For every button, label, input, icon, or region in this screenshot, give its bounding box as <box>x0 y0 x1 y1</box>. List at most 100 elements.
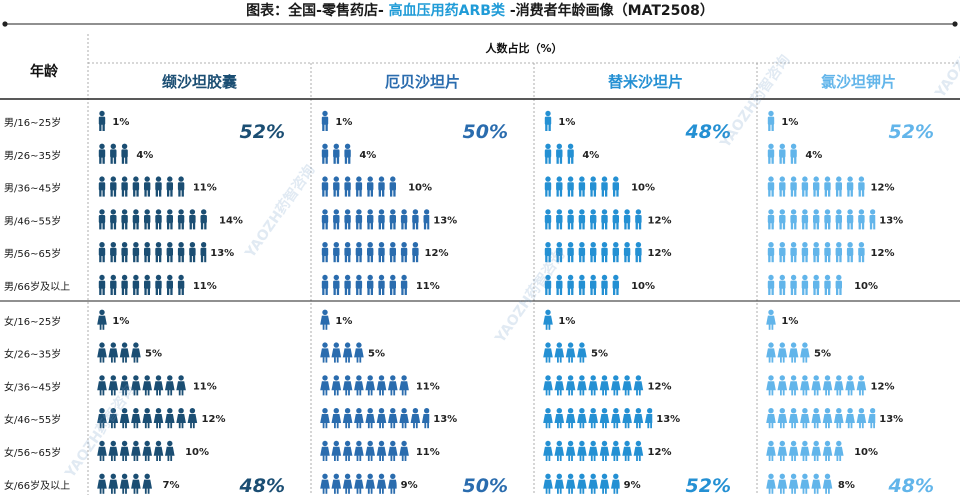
pictograph-bar <box>321 274 408 295</box>
male-person-icon <box>601 274 608 295</box>
female-person-icon <box>142 408 152 429</box>
male-person-icon <box>590 209 597 230</box>
female-person-icon <box>365 440 375 461</box>
pictograph-bar <box>766 342 810 363</box>
female-person-icon <box>342 375 353 396</box>
female-person-icon <box>565 473 576 494</box>
male-person-icon <box>321 143 329 164</box>
male-person-icon <box>846 176 854 197</box>
male-person-icon <box>166 176 173 197</box>
male-person-icon <box>144 242 151 263</box>
female-person-icon <box>543 342 553 363</box>
row-label: 男/36~45岁 <box>4 182 61 195</box>
male-person-icon <box>321 209 329 230</box>
partial-person-icon <box>611 473 620 494</box>
partial-person-icon <box>858 242 865 263</box>
female-person-icon <box>811 408 821 429</box>
data-label: 11% <box>416 281 440 292</box>
male-person-icon <box>321 242 329 263</box>
partial-person-icon <box>856 375 867 396</box>
female-person-icon <box>822 473 833 494</box>
series-header: 替米沙坦片 <box>608 73 683 91</box>
male-person-icon <box>578 242 586 263</box>
female-person-icon <box>777 473 788 494</box>
male-person-icon <box>790 143 797 164</box>
female-person-icon <box>611 408 621 429</box>
female-person-icon <box>766 440 776 461</box>
pictograph-bar <box>766 473 833 494</box>
male-person-icon <box>132 176 140 197</box>
male-person-icon <box>110 242 117 263</box>
data-label: 5% <box>814 349 831 360</box>
pictograph-bar <box>766 375 867 396</box>
female-person-icon <box>142 473 152 494</box>
male-person-icon <box>389 176 396 197</box>
pictograph-bar <box>767 242 865 263</box>
female-person-icon <box>108 342 119 363</box>
female-person-icon <box>800 440 810 461</box>
male-person-icon <box>166 242 173 263</box>
male-person-icon <box>635 242 642 263</box>
row-label: 女/66岁及以上 <box>4 479 70 492</box>
male-person-icon <box>189 242 196 263</box>
female-person-icon <box>331 342 342 363</box>
female-person-icon <box>788 440 799 461</box>
male-person-icon <box>544 209 552 230</box>
female-person-icon <box>565 342 576 363</box>
female-person-icon <box>822 440 833 461</box>
female-person-icon <box>119 342 130 363</box>
partial-person-icon <box>635 242 642 263</box>
pictograph-bar <box>98 110 106 131</box>
male-person-icon <box>155 209 162 230</box>
female-person-icon <box>766 309 776 330</box>
pictograph-bar <box>766 309 776 330</box>
male-person-icon <box>567 143 574 164</box>
pictograph-bar <box>97 375 186 396</box>
data-label: 13% <box>656 414 680 425</box>
male-person-icon <box>567 209 574 230</box>
pictograph-bar <box>321 176 396 197</box>
male-person-icon <box>321 110 329 131</box>
female-person-icon <box>577 342 587 363</box>
female-person-icon <box>108 375 119 396</box>
male-person-icon <box>813 176 820 197</box>
male-person-icon <box>355 274 363 295</box>
male-person-icon <box>355 242 363 263</box>
female-person-icon <box>365 408 375 429</box>
female-total-label: 48% <box>239 475 285 495</box>
female-person-icon <box>97 408 107 429</box>
female-person-icon <box>342 342 353 363</box>
female-person-icon <box>611 375 621 396</box>
female-person-icon <box>588 473 598 494</box>
partial-person-icon <box>858 176 865 197</box>
male-person-icon <box>98 110 106 131</box>
female-person-icon <box>867 408 876 429</box>
male-person-icon <box>355 176 363 197</box>
female-person-icon <box>777 408 788 429</box>
male-person-icon <box>767 176 775 197</box>
partial-person-icon <box>767 110 775 131</box>
data-label: 5% <box>368 349 385 360</box>
male-person-icon <box>767 242 775 263</box>
female-person-icon <box>834 375 844 396</box>
pictograph-bar <box>98 242 207 263</box>
male-person-icon <box>813 274 820 295</box>
female-person-icon <box>354 473 364 494</box>
male-person-icon <box>612 242 619 263</box>
male-person-icon <box>333 242 340 263</box>
male-person-icon <box>144 176 151 197</box>
male-person-icon <box>389 242 396 263</box>
female-person-icon <box>108 408 119 429</box>
pictograph-bar <box>544 143 574 164</box>
chart-title-highlight: 高血压用药ARB类 <box>388 3 505 19</box>
female-person-icon <box>354 440 364 461</box>
partial-person-icon <box>354 342 364 363</box>
female-person-icon <box>376 473 387 494</box>
male-person-icon <box>144 274 151 295</box>
partial-person-icon <box>187 408 198 429</box>
female-person-icon <box>834 440 844 461</box>
data-label: 13% <box>433 414 457 425</box>
data-label: 12% <box>648 381 672 392</box>
male-person-icon <box>132 274 140 295</box>
female-person-icon <box>376 440 387 461</box>
